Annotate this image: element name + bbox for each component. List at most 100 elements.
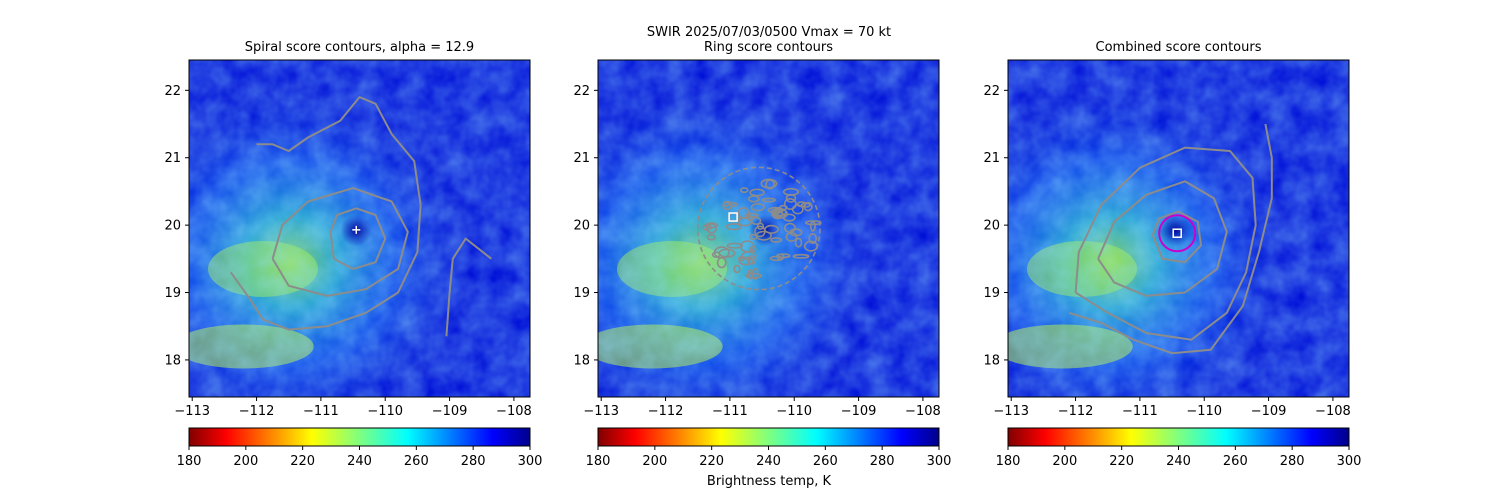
- x-tick-label: −108: [905, 404, 941, 419]
- colorbar-tick-label: 260: [1223, 454, 1248, 469]
- colorbar-tick-label: 280: [870, 454, 895, 469]
- panel-1: Spiral score contours, alpha = 12.9 −113 −…: [164, 40, 542, 469]
- x-tick-label: −113: [993, 404, 1029, 419]
- x-tick-label: −108: [496, 404, 532, 419]
- y-tick-label: 20: [164, 219, 181, 234]
- colorbar-tick-label: 240: [1166, 454, 1191, 469]
- colorbar-tick-label: 180: [177, 454, 202, 469]
- y-tick-label: 18: [164, 353, 181, 368]
- y-tick-label: 21: [164, 151, 181, 166]
- ring-contour: [705, 223, 717, 234]
- ring-boundary: [696, 166, 821, 291]
- ring-contour: [747, 268, 754, 279]
- ring-contour: [750, 216, 762, 225]
- center-marker: [1172, 228, 1182, 238]
- colorbar: [188, 427, 531, 447]
- colorbar-tick-label: 240: [756, 454, 781, 469]
- ring-contour: [725, 223, 743, 231]
- ring-contour: [761, 197, 776, 203]
- colorbar-tick-label: 220: [290, 454, 315, 469]
- ring-contour: [794, 237, 803, 248]
- panel-2: Ring score contours −113 −112 −111 −110 −109 −…: [573, 40, 951, 469]
- ring-contour: [746, 214, 753, 222]
- colorbar-tick-label: 180: [996, 454, 1021, 469]
- score-contour: [1068, 123, 1273, 355]
- score-contour: [329, 207, 387, 270]
- x-tick-label: −110: [1186, 404, 1222, 419]
- score-contour: [1151, 210, 1202, 264]
- x-tick-label: −112: [648, 404, 684, 419]
- ring-contour: [706, 234, 716, 241]
- x-tick-label: −109: [841, 404, 877, 419]
- ring-contour: [741, 251, 757, 261]
- axes-frame: [597, 59, 940, 398]
- x-tick-label: −109: [1251, 404, 1287, 419]
- y-tick-label: 21: [983, 151, 1000, 166]
- colorbar-tick-label: 220: [1109, 454, 1134, 469]
- axes-frame: [1007, 59, 1350, 398]
- center-marker: [352, 225, 361, 234]
- score-contour: [1097, 180, 1228, 297]
- colorbar-tick-label: 260: [813, 454, 838, 469]
- ring-contour: [729, 202, 738, 208]
- colorbar: [597, 427, 940, 447]
- center-marker: [728, 212, 738, 222]
- ring-contour: [711, 251, 721, 258]
- colorbar-tick-label: 240: [347, 454, 372, 469]
- satellite-image: [598, 60, 939, 397]
- score-contour: [1074, 146, 1257, 341]
- ring-contour: [733, 264, 741, 274]
- y-tick-label: 21: [573, 151, 590, 166]
- satellite-image: [1008, 60, 1349, 397]
- ring-contour: [800, 202, 811, 208]
- colorbar-tick-label: 300: [1337, 454, 1362, 469]
- x-tick-label: −110: [367, 404, 403, 419]
- ring-contour: [765, 179, 775, 190]
- x-tick-label: −111: [712, 404, 748, 419]
- ring-contour: [754, 225, 766, 238]
- ring-contour: [702, 224, 712, 231]
- y-tick-label: 19: [164, 286, 181, 301]
- axes-frame: [188, 59, 531, 398]
- ring-contour: [722, 201, 730, 207]
- colorbar-tick-label: 300: [927, 454, 952, 469]
- panel-title: Spiral score contours, alpha = 12.9: [245, 40, 474, 55]
- ring-contour: [791, 204, 804, 215]
- satellite-image: [189, 60, 530, 397]
- eye-circle: [1158, 214, 1197, 253]
- ring-contour: [749, 188, 765, 197]
- ring-contour: [773, 208, 781, 215]
- x-tick-label: −112: [239, 404, 275, 419]
- x-tick-label: −112: [1058, 404, 1094, 419]
- y-tick-label: 22: [983, 84, 1000, 99]
- x-tick-label: −113: [174, 404, 210, 419]
- ring-contour: [716, 256, 727, 269]
- colorbar-tick-label: 180: [586, 454, 611, 469]
- ring-contour: [776, 253, 791, 259]
- colorbar: [1007, 427, 1350, 447]
- colorbar-label: Brightness temp, K: [707, 474, 832, 489]
- ring-contour: [750, 203, 765, 212]
- x-tick-label: −113: [583, 404, 619, 419]
- y-tick-label: 19: [573, 286, 590, 301]
- colorbar-tick-label: 200: [642, 454, 667, 469]
- ring-contour: [785, 231, 798, 242]
- ring-contour: [792, 253, 810, 259]
- ring-contour: [739, 187, 749, 194]
- y-tick-label: 20: [573, 219, 590, 234]
- ring-contour: [808, 233, 818, 245]
- colorbar-tick-label: 280: [461, 454, 486, 469]
- colorbar-tick-label: 200: [233, 454, 258, 469]
- colorbar-tick-label: 220: [699, 454, 724, 469]
- ring-contour: [726, 242, 743, 249]
- storm-eye: [1159, 214, 1192, 247]
- x-tick-label: −109: [432, 404, 468, 419]
- ring-contour: [809, 220, 816, 232]
- colorbar-tick-label: 280: [1280, 454, 1305, 469]
- ring-contour: [749, 245, 757, 253]
- y-tick-label: 18: [983, 353, 1000, 368]
- ring-contour: [737, 206, 750, 219]
- x-tick-label: −111: [1122, 404, 1158, 419]
- y-tick-label: 20: [983, 219, 1000, 234]
